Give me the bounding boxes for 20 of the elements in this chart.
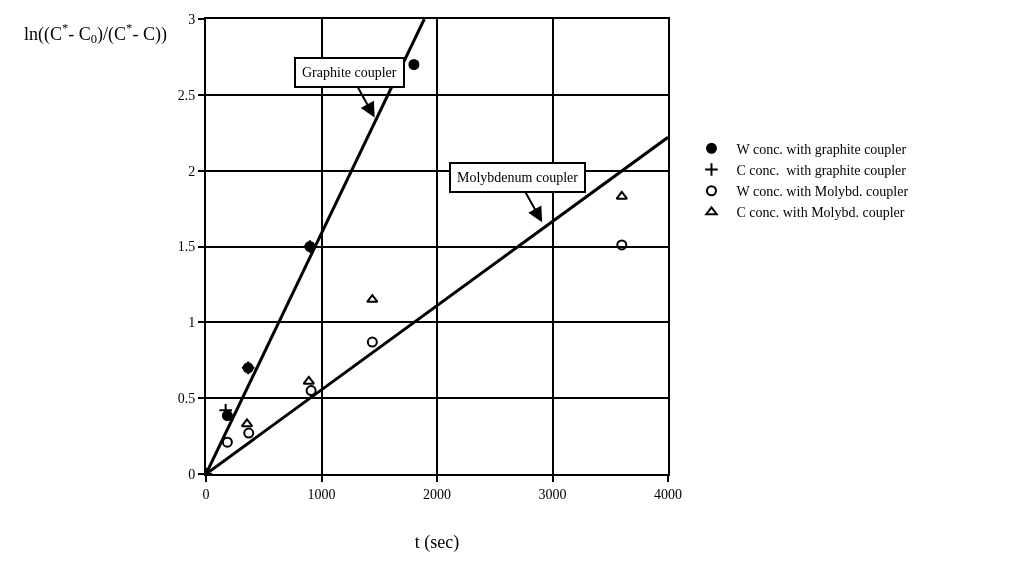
x-tick-label: 3000	[538, 486, 567, 502]
y-tick-label: 2	[188, 163, 196, 179]
legend-label: W conc. with Molybd. coupler	[736, 184, 909, 200]
annotation: Graphite coupler	[302, 65, 397, 80]
y-tick-label: 0	[188, 466, 196, 482]
y-tick-label: 3	[188, 11, 196, 27]
annotation: Molybdenum coupler	[457, 170, 579, 185]
x-tick-label: 2000	[423, 486, 451, 502]
x-axis-title: t (sec)	[414, 532, 460, 554]
y-tick-label: 1	[188, 315, 196, 331]
y-tick-label: 1.5	[177, 239, 196, 255]
x-tick-label: 4000	[654, 486, 682, 502]
y-tick-label: 0.5	[177, 391, 196, 407]
x-tick-label: 0	[202, 486, 210, 502]
y-axis-title: ln((C$^{*}$- C$_{0}$)/(C$^{*}$- C))	[24, 21, 167, 47]
legend-label: C conc. with Molybd. coupler	[736, 205, 905, 221]
legend-label: W conc. with graphite coupler	[736, 141, 907, 157]
x-tick-label: 1000	[307, 486, 336, 502]
legend-label: C conc. with graphite coupler	[736, 163, 907, 179]
y-tick-label: 2.5	[177, 87, 196, 103]
